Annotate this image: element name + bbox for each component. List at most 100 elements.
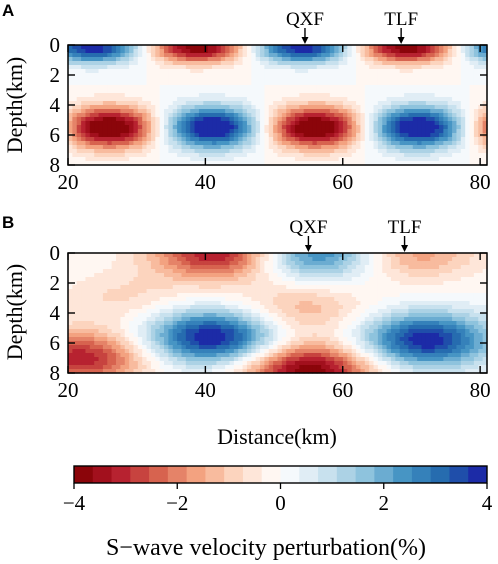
panel-b-heat-cell <box>251 253 257 258</box>
panel-a-heat-cell <box>242 85 248 90</box>
panel-b-heat-cell <box>164 257 169 262</box>
panel-a-heat-cell <box>347 85 353 90</box>
panel-b-heat-cell <box>168 269 174 274</box>
panel-a-heat-cell <box>225 89 231 94</box>
panel-b-heat-cell <box>273 329 279 334</box>
panel-a-heat-cell <box>408 137 414 142</box>
panel-b-heat-cell <box>107 297 113 302</box>
panel-a-heat-cell <box>281 49 287 54</box>
panel-a-heat-cell <box>447 109 453 114</box>
panel-a-heat-cell <box>321 53 327 58</box>
panel-a-heat-cell <box>469 117 475 122</box>
panel-a-heat-cell <box>308 101 314 106</box>
panel-b-heat-cell <box>308 281 314 286</box>
panel-a-heat-cell <box>294 157 300 162</box>
panel-b-heat-cell <box>116 281 121 286</box>
panel-a-heat-cell <box>460 153 466 158</box>
panel-a-heat-cell <box>329 101 335 106</box>
panel-b-heat-cell <box>185 273 191 278</box>
panel-a-heat-cell <box>238 61 244 66</box>
panel-a-heat-cell <box>347 153 353 158</box>
panel-b-heat-cell <box>238 321 244 326</box>
panel-a-heat-cell <box>72 149 78 154</box>
panel-b-heat-cell <box>382 309 388 314</box>
panel-a-heat-cell <box>273 61 279 66</box>
panel-a-heat-cell <box>321 85 327 90</box>
panel-a-heat-cell <box>137 121 143 126</box>
panel-a-heat-cell <box>124 137 130 142</box>
panel-b-heat-cell <box>150 269 156 274</box>
panel-b-heat-cell <box>482 253 488 258</box>
panel-b-heat-cell <box>203 329 209 334</box>
panel-a-heat-cell <box>438 153 444 158</box>
panel-b-heat-cell <box>334 277 340 282</box>
panel-a-heat-cell <box>246 81 252 86</box>
panel-a-heat-cell <box>89 125 95 130</box>
panel-b-heat-cell <box>294 261 300 266</box>
panel-b-heat-cell <box>281 269 287 274</box>
panel-a-heat-cell <box>155 77 161 82</box>
panel-b-heat-cell <box>225 321 231 326</box>
panel-a-heat-cell <box>334 93 340 98</box>
panel-a-heat-cell <box>338 89 344 94</box>
panel-a-heat-cell <box>303 109 309 114</box>
panel-a-heat-cell <box>338 161 344 166</box>
panel-a-heat-cell <box>447 117 453 122</box>
panel-a-heat-cell <box>373 93 379 98</box>
panel-a-heat-cell <box>308 45 314 50</box>
panel-a-heat-cell <box>321 149 327 154</box>
panel-a-heat-cell <box>286 101 292 106</box>
panel-b-heat-cell <box>430 281 436 286</box>
panel-a-heat-cell <box>203 109 209 114</box>
panel-b-heat-cell <box>81 301 87 306</box>
panel-a-heat-cell <box>299 89 305 94</box>
panel-a-heat-cell <box>159 49 165 54</box>
panel-a-heat-cell <box>150 157 156 162</box>
panel-b-heat-cell <box>408 273 414 278</box>
panel-a-heat-cell <box>369 49 375 54</box>
panel-a-heat-cell <box>181 77 187 82</box>
panel-a-heat-cell <box>85 97 91 102</box>
panel-b-heat-cell <box>390 325 396 330</box>
panel-a-heat-cell <box>116 97 121 102</box>
panel-a-heat-cell <box>116 153 121 158</box>
panel-a-heat-cell <box>116 57 121 62</box>
panel-a-heat-cell <box>203 93 209 98</box>
panel-b-heat-cell <box>181 329 187 334</box>
panel-b-heat-cell <box>369 281 375 286</box>
panel-b-heat-cell <box>111 321 117 326</box>
panel-a-heat-cell <box>146 153 152 158</box>
panel-b-heat-cell <box>438 289 444 294</box>
panel-a-heat-cell <box>312 69 318 74</box>
panel-b-heat-cell <box>107 265 113 270</box>
panel-a-heat-cell <box>369 85 375 90</box>
panel-a-heat-cell <box>225 81 231 86</box>
panel-a-heat-cell <box>229 137 235 142</box>
panel-b-heat-cell <box>68 289 73 294</box>
panel-a-heat-cell <box>216 121 222 126</box>
panel-b-heat-cell <box>133 325 139 330</box>
panel-a-heat-cell <box>312 137 318 142</box>
panel-a-heat-cell <box>94 129 100 134</box>
panel-a-heat-cell <box>425 145 431 150</box>
panel-a-heat-cell <box>334 129 340 134</box>
panel-a-heat-cell <box>438 89 444 94</box>
panel-b-heat-cell <box>76 293 82 298</box>
panel-b-heat-cell <box>382 321 388 326</box>
panel-b-heat-cell <box>181 277 187 282</box>
panel-b-heat-cell <box>356 273 362 278</box>
panel-a-heat-cell <box>456 93 462 98</box>
panel-a-heat-cell <box>460 45 466 50</box>
panel-a-heat-cell <box>356 73 362 78</box>
panel-b-heat-cell <box>460 261 466 266</box>
panel-a-heat-cell <box>294 81 300 86</box>
panel-b-heat-cell <box>168 253 174 258</box>
panel-a-heat-cell <box>177 149 183 154</box>
panel-a-heat-cell <box>303 81 309 86</box>
panel-a-heat-cell <box>382 157 388 162</box>
panel-a-heat-cell <box>329 153 335 158</box>
panel-a-heat-cell <box>281 53 287 58</box>
panel-a-heat-cell <box>347 53 353 58</box>
panel-a-heat-cell <box>434 53 440 58</box>
panel-a-heat-cell <box>412 57 418 62</box>
